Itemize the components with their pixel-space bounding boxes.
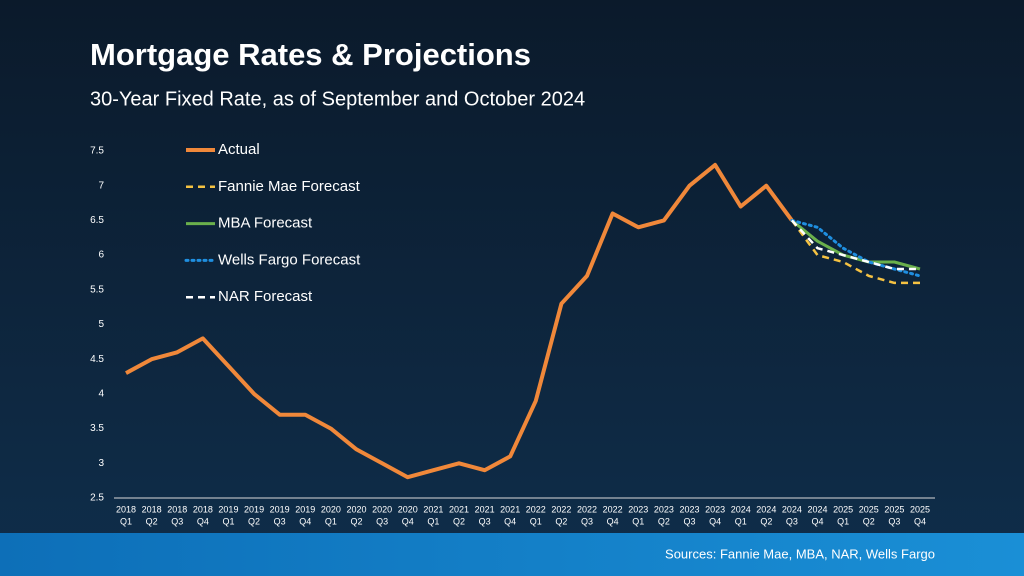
y-tick-label: 3 xyxy=(98,458,104,469)
x-tick-label: Q3 xyxy=(786,516,798,526)
x-tick-label: Q2 xyxy=(248,516,260,526)
series-line xyxy=(790,219,920,285)
x-tick-label: Q4 xyxy=(607,516,619,526)
x-tick-label: Q1 xyxy=(530,516,542,526)
y-tick-label: 7 xyxy=(98,180,104,191)
x-tick-label: 2023 xyxy=(679,504,699,514)
x-tick-label: Q3 xyxy=(376,516,388,526)
y-tick-label: 6 xyxy=(98,250,104,261)
x-tick-label: 2025 xyxy=(910,504,930,514)
chart-subtitle: 30-Year Fixed Rate, as of September and … xyxy=(90,88,585,110)
x-tick-label: 2022 xyxy=(551,504,571,514)
x-tick-label: Q2 xyxy=(863,516,875,526)
x-tick-label: 2022 xyxy=(577,504,597,514)
series-line xyxy=(790,219,920,271)
y-tick-label: 5 xyxy=(98,319,104,330)
x-tick-label: Q3 xyxy=(581,516,593,526)
x-tick-label: Q2 xyxy=(146,516,158,526)
x-tick-label: Q3 xyxy=(479,516,491,526)
x-tick-label: Q1 xyxy=(632,516,644,526)
x-tick-label: 2021 xyxy=(449,504,469,514)
y-tick-label: 6.5 xyxy=(90,215,104,226)
x-tick-label: 2019 xyxy=(244,504,264,514)
chart-title: Mortgage Rates & Projections xyxy=(90,37,531,72)
x-tick-label: Q3 xyxy=(683,516,695,526)
y-tick-label: 5.5 xyxy=(90,284,104,295)
x-tick-label: 2018 xyxy=(193,504,213,514)
x-tick-label: Q4 xyxy=(299,516,311,526)
x-tick-label: Q2 xyxy=(658,516,670,526)
x-tick-label: Q3 xyxy=(171,516,183,526)
x-tick-label: 2020 xyxy=(347,504,367,514)
x-tick-label: 2024 xyxy=(731,504,751,514)
y-tick-label: 2.5 xyxy=(90,493,104,504)
legend-label: MBA Forecast xyxy=(218,215,313,232)
x-tick-label: Q4 xyxy=(812,516,824,526)
x-tick-label: 2020 xyxy=(398,504,418,514)
x-tick-label: 2023 xyxy=(628,504,648,514)
x-tick-label: Q1 xyxy=(735,516,747,526)
x-tick-label: 2020 xyxy=(372,504,392,514)
x-tick-label: Q1 xyxy=(222,516,234,526)
legend-label: NAR Forecast xyxy=(218,288,313,305)
x-tick-label: 2019 xyxy=(295,504,315,514)
y-tick-label: 7.5 xyxy=(90,146,104,157)
footer-band xyxy=(0,533,1024,576)
x-tick-label: 2023 xyxy=(705,504,725,514)
legend-label: Fannie Mae Forecast xyxy=(218,178,361,195)
y-tick-label: 4.5 xyxy=(90,354,104,365)
x-tick-label: Q4 xyxy=(709,516,721,526)
x-tick-label: Q2 xyxy=(760,516,772,526)
x-tick-label: Q4 xyxy=(197,516,209,526)
x-tick-label: 2021 xyxy=(500,504,520,514)
legend-label: Wells Fargo Forecast xyxy=(218,251,361,268)
x-tick-label: 2018 xyxy=(116,504,136,514)
x-tick-label: 2021 xyxy=(475,504,495,514)
x-tick-label: 2025 xyxy=(833,504,853,514)
x-tick-label: Q4 xyxy=(504,516,516,526)
x-tick-label: 2018 xyxy=(142,504,162,514)
x-tick-label: 2021 xyxy=(423,504,443,514)
x-tick-label: Q4 xyxy=(914,516,926,526)
y-tick-label: 4 xyxy=(98,389,104,400)
x-tick-label: Q3 xyxy=(888,516,900,526)
x-tick-label: Q1 xyxy=(325,516,337,526)
y-tick-label: 3.5 xyxy=(90,423,104,434)
legend-label: Actual xyxy=(218,141,260,158)
x-tick-label: Q1 xyxy=(120,516,132,526)
x-tick-label: Q3 xyxy=(274,516,286,526)
x-tick-label: 2019 xyxy=(218,504,238,514)
x-tick-label: 2024 xyxy=(756,504,776,514)
x-tick-label: 2022 xyxy=(526,504,546,514)
x-tick-label: Q2 xyxy=(351,516,363,526)
x-tick-label: 2018 xyxy=(167,504,187,514)
x-tick-label: 2024 xyxy=(808,504,828,514)
x-tick-label: 2023 xyxy=(654,504,674,514)
x-tick-label: Q1 xyxy=(837,516,849,526)
x-tick-label: Q2 xyxy=(555,516,567,526)
x-tick-label: 2024 xyxy=(782,504,802,514)
x-tick-label: 2022 xyxy=(603,504,623,514)
source: Sources: Fannie Mae, MBA, NAR, Wells Far… xyxy=(665,546,935,561)
x-tick-label: Q2 xyxy=(453,516,465,526)
x-tick-label: 2020 xyxy=(321,504,341,514)
x-tick-label: Q1 xyxy=(427,516,439,526)
x-tick-label: 2025 xyxy=(884,504,904,514)
x-tick-label: 2019 xyxy=(270,504,290,514)
x-tick-label: 2025 xyxy=(859,504,879,514)
x-tick-label: Q4 xyxy=(402,516,414,526)
series-line xyxy=(125,162,794,480)
